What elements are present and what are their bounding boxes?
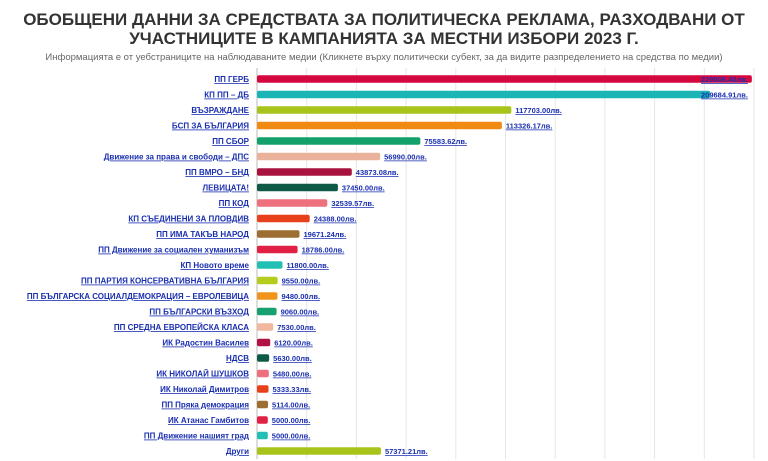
- bar[interactable]: [257, 168, 352, 176]
- bar-chart: ПП ГЕРБ 229006.40лв. КП ПП – ДБ 209684.91лв…: [27, 68, 755, 459]
- category-label[interactable]: ПП Пряка демокрация: [161, 401, 249, 410]
- value-label[interactable]: 18786.00лв.: [302, 246, 345, 255]
- value-label[interactable]: 117703.00лв.: [515, 106, 562, 115]
- value-label[interactable]: 24388.00лв.: [314, 215, 357, 224]
- category-label[interactable]: ВЪЗРАЖДАНЕ: [191, 106, 249, 115]
- value-label[interactable]: 9480.00лв.: [281, 292, 320, 301]
- bar[interactable]: [257, 292, 278, 300]
- category-label[interactable]: Други: [226, 447, 249, 456]
- category-label[interactable]: ПП ПАРТИЯ КОНСЕРВАТИВНА БЪЛГАРИЯ: [81, 277, 249, 286]
- value-label[interactable]: 56990.00лв.: [384, 153, 427, 162]
- category-label[interactable]: Движение за права и свободи – ДПС: [104, 153, 250, 162]
- value-label[interactable]: 9550.00лв.: [282, 277, 321, 286]
- category-label[interactable]: ИК НИКОЛАЙ ШУШКОВ: [156, 370, 249, 379]
- bar[interactable]: [257, 106, 512, 114]
- category-label[interactable]: КП Новото време: [181, 261, 250, 270]
- category-label[interactable]: БСП ЗА БЪЛГАРИЯ: [172, 122, 249, 131]
- category-label[interactable]: ИК Николай Димитров: [160, 385, 249, 394]
- value-label[interactable]: 7530.00лв.: [277, 323, 316, 332]
- value-label[interactable]: 11800.00лв.: [286, 261, 328, 270]
- bar[interactable]: [257, 245, 298, 254]
- category-label[interactable]: ПП ВМРО – БНД: [185, 168, 249, 177]
- bar[interactable]: [257, 214, 310, 223]
- value-label[interactable]: 43873.08лв.: [356, 168, 399, 177]
- category-label[interactable]: ИК Атанас Гамбитов: [168, 416, 249, 425]
- bar[interactable]: [257, 338, 271, 347]
- bar[interactable]: [257, 199, 328, 207]
- bar[interactable]: [257, 183, 338, 192]
- bar[interactable]: [257, 152, 381, 161]
- category-label[interactable]: КП ПП – ДБ: [204, 91, 249, 100]
- bar[interactable]: [257, 276, 278, 285]
- bar[interactable]: [257, 447, 381, 455]
- value-label[interactable]: 5000.00лв.: [272, 432, 311, 441]
- bar[interactable]: [257, 354, 270, 362]
- category-label[interactable]: ПП СРЕДНА ЕВРОПЕЙСКА КЛАСА: [114, 323, 249, 332]
- category-label[interactable]: ИК Радостин Василев: [162, 339, 249, 348]
- bar[interactable]: [257, 385, 269, 393]
- bar[interactable]: [257, 400, 269, 409]
- category-label[interactable]: ПП Движение за социален хуманизъм: [98, 246, 249, 255]
- value-label[interactable]: 5480.00лв.: [273, 370, 312, 379]
- category-label[interactable]: КП СЪЕДИНЕНИ ЗА ПЛОВДИВ: [128, 215, 249, 224]
- value-label[interactable]: 37450.00лв.: [342, 184, 385, 193]
- bar[interactable]: [257, 121, 502, 130]
- category-label[interactable]: ПП СБОР: [212, 137, 249, 146]
- value-label[interactable]: 5630.00лв.: [273, 354, 312, 363]
- value-label[interactable]: 9060.00лв.: [281, 308, 320, 317]
- value-label[interactable]: 19671.24лв.: [304, 230, 347, 239]
- category-label[interactable]: ПП ГЕРБ: [214, 75, 249, 84]
- category-label[interactable]: ПП ИМА ТАКЪВ НАРОД: [156, 230, 249, 239]
- value-label[interactable]: 32539.57лв.: [331, 199, 374, 208]
- category-label[interactable]: ПП КОД: [219, 199, 250, 208]
- value-label[interactable]: 6120.00лв.: [274, 339, 313, 348]
- value-label[interactable]: 5114.00лв.: [272, 401, 310, 410]
- bar[interactable]: [257, 416, 268, 424]
- category-label[interactable]: ПП Движение нашият град: [144, 432, 249, 441]
- chart-title: ОБОБЩЕНИ ДАННИ ЗА СРЕДСТВАТА ЗА ПОЛИТИЧЕ…: [0, 10, 768, 48]
- value-label[interactable]: 209684.91лв.: [701, 91, 748, 100]
- value-label[interactable]: 75583.62лв.: [424, 137, 467, 146]
- bar[interactable]: [257, 137, 421, 145]
- category-label[interactable]: НДСВ: [226, 354, 249, 363]
- chart-title-line-2: УЧАСТНИЦИТЕ В КАМПАНИЯТА ЗА МЕСТНИ ИЗБОР…: [129, 29, 639, 48]
- category-label[interactable]: ПП БЪЛГАРСКИ ВЪЗХОД: [149, 308, 249, 317]
- chart-subtitle: Информацията е от уебстраниците на наблю…: [45, 52, 723, 63]
- bar[interactable]: [257, 369, 269, 378]
- bar[interactable]: [257, 261, 283, 269]
- chart-title-line-1: ОБОБЩЕНИ ДАННИ ЗА СРЕДСТВАТА ЗА ПОЛИТИЧЕ…: [23, 10, 745, 29]
- category-label[interactable]: ПП БЪЛГАРСКА СОЦИАЛДЕМОКРАЦИЯ – ЕВРОЛЕВИ…: [27, 292, 249, 301]
- value-label[interactable]: 57371.21лв.: [385, 447, 428, 456]
- value-label[interactable]: 5333.33лв.: [273, 385, 312, 394]
- bar[interactable]: [257, 75, 752, 83]
- category-label[interactable]: ЛЕВИЦАТА!: [202, 184, 249, 193]
- bar[interactable]: [257, 90, 711, 99]
- value-label[interactable]: 5000.00лв.: [272, 416, 311, 425]
- value-label[interactable]: 229006.40лв.: [701, 75, 748, 84]
- bar[interactable]: [257, 431, 268, 440]
- value-label[interactable]: 113326.17лв.: [506, 122, 553, 131]
- bar[interactable]: [257, 323, 274, 331]
- bar[interactable]: [257, 307, 277, 316]
- bar[interactable]: [257, 230, 300, 238]
